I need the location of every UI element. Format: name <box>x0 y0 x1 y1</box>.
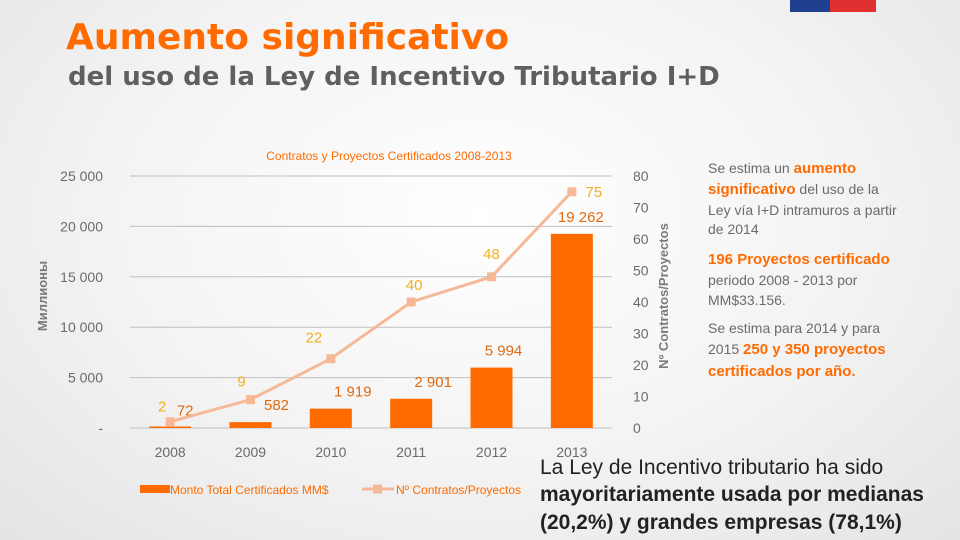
y2-tick-label: 70 <box>633 200 649 216</box>
line-marker <box>487 272 496 282</box>
bar-monto <box>550 233 593 428</box>
conclusion-bold: mayoritariamente usada por medianas (20,… <box>540 483 924 534</box>
line-data-label: 9 <box>237 374 245 391</box>
legend-swatch-marker <box>373 484 382 494</box>
note-text: Se estima un <box>708 160 794 176</box>
side-notes: Se estima un aumento significativo del u… <box>708 158 904 391</box>
y2-tick-label: 20 <box>633 357 649 373</box>
x-tick-label: 2008 <box>155 444 186 460</box>
line-data-label: 40 <box>406 277 423 294</box>
y-tick-label: 25 000 <box>60 168 103 184</box>
line-data-label: 2 <box>158 399 166 416</box>
bar-monto <box>470 367 513 428</box>
line-marker <box>567 187 577 197</box>
legend-swatch-bar <box>140 485 170 493</box>
y-axis-title: Миллионы <box>35 261 50 331</box>
flag-red-stripe <box>830 0 876 12</box>
y2-tick-label: 50 <box>633 263 649 279</box>
note-estimate-increase: Se estima un aumento significativo del u… <box>708 158 904 240</box>
x-tick-label: 2012 <box>476 444 507 460</box>
legend-label-bar: Monto Total Certificados MM$ <box>170 483 329 497</box>
y2-axis-title: Nº Contratos/Proyectos <box>656 223 671 369</box>
bar-monto <box>390 398 433 428</box>
page-subtitle: del uso de la Ley de Incentivo Tributari… <box>68 62 720 92</box>
y2-tick-label: 0 <box>633 420 641 436</box>
note-highlight: 250 y 350 proyectos certificados por año… <box>708 341 886 380</box>
line-data-label: 75 <box>585 184 602 201</box>
y-tick-label: - <box>98 420 103 436</box>
flag-blue-stripe <box>790 0 830 12</box>
y2-tick-label: 30 <box>633 326 649 342</box>
x-tick-label: 2009 <box>235 444 266 460</box>
note-text: Se estima para 2014 y para 2015 <box>708 320 880 358</box>
chart-title: Contratos y Proyectos Certificados 2008-… <box>266 149 512 163</box>
note-highlight: aumento significativo <box>708 160 857 199</box>
x-tick-label: 2013 <box>556 444 587 460</box>
bar-monto <box>309 408 352 428</box>
x-tick-label: 2010 <box>315 444 346 460</box>
line-data-label: 48 <box>483 246 500 263</box>
y-tick-label: 15 000 <box>60 269 103 285</box>
bar-data-label: 582 <box>264 397 289 414</box>
y2-tick-label: 60 <box>633 231 649 247</box>
note-text: del uso de la Ley vía I+D intramuros a p… <box>708 181 897 238</box>
y2-tick-label: 10 <box>633 389 649 405</box>
bar-data-label: 19 262 <box>558 209 604 226</box>
x-tick-label: 2011 <box>396 444 426 460</box>
note-projection: Se estima para 2014 y para 2015 250 y 35… <box>708 319 904 381</box>
legend-label-line: Nº Contratos/Proyectos <box>396 483 521 497</box>
y-tick-label: 5 000 <box>68 370 103 386</box>
line-marker <box>326 354 336 364</box>
bar-data-label: 1 919 <box>334 384 372 401</box>
bottom-conclusion: La Ley de Incentivo tributario ha sido m… <box>540 454 960 536</box>
bar-data-label: 2 901 <box>414 374 452 391</box>
y-tick-label: 20 000 <box>60 218 103 234</box>
bar-data-label: 5 994 <box>485 343 523 360</box>
bar-monto <box>149 426 192 428</box>
line-contratos <box>169 190 573 424</box>
page-title: Aumento significativo <box>66 17 510 58</box>
y-tick-label: 10 000 <box>60 319 103 335</box>
line-marker <box>165 417 175 427</box>
note-projects-certified: 196 Proyectos certificado periodo 2008 -… <box>708 249 904 310</box>
bar-monto <box>229 422 272 428</box>
y2-tick-label: 40 <box>633 294 649 310</box>
line-marker <box>406 297 416 307</box>
y2-tick-label: 80 <box>633 168 649 184</box>
note-text: periodo 2008 - 2013 por MM$33.156. <box>708 271 858 308</box>
note-highlight: 196 Proyectos certificado <box>708 251 890 269</box>
line-marker <box>246 395 255 405</box>
conclusion-text: La Ley de Incentivo tributario ha sido <box>540 456 884 479</box>
line-data-label: 22 <box>305 330 322 347</box>
